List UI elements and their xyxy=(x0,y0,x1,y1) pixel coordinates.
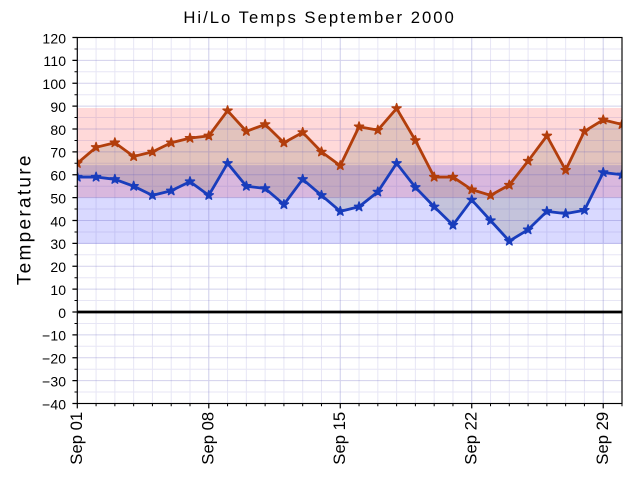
svg-text:80: 80 xyxy=(50,122,66,138)
svg-text:Hi/Lo Temps September 2000: Hi/Lo Temps September 2000 xyxy=(183,8,455,27)
svg-text:Sep 08: Sep 08 xyxy=(198,412,217,465)
svg-text:100: 100 xyxy=(42,76,66,92)
svg-text:60: 60 xyxy=(50,168,66,184)
svg-text:50: 50 xyxy=(50,190,66,206)
svg-text:Temperature: Temperature xyxy=(15,153,36,285)
svg-text:0: 0 xyxy=(58,305,66,321)
svg-text:90: 90 xyxy=(50,99,66,115)
svg-text:−20: −20 xyxy=(42,351,66,367)
svg-text:−40: −40 xyxy=(42,396,66,412)
svg-text:40: 40 xyxy=(50,213,66,229)
svg-text:70: 70 xyxy=(50,145,66,161)
svg-text:−30: −30 xyxy=(42,373,66,389)
svg-text:Sep 01: Sep 01 xyxy=(67,412,86,465)
svg-text:110: 110 xyxy=(43,53,66,69)
svg-text:Sep 22: Sep 22 xyxy=(461,412,480,465)
svg-text:−10: −10 xyxy=(42,328,66,344)
svg-text:10: 10 xyxy=(50,282,66,298)
svg-text:20: 20 xyxy=(50,259,66,275)
svg-text:Sep 15: Sep 15 xyxy=(330,412,349,465)
svg-text:30: 30 xyxy=(50,236,66,252)
svg-text:120: 120 xyxy=(42,30,66,46)
svg-text:Sep 29: Sep 29 xyxy=(593,412,612,465)
